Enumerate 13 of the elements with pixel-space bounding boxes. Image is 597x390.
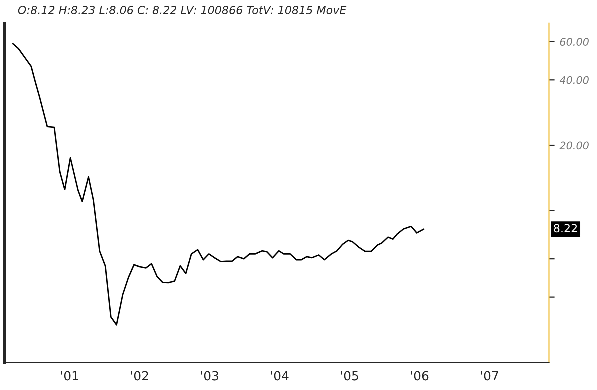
- x-tick-label: '02: [131, 371, 148, 381]
- text: 8.22: [554, 224, 578, 233]
- chart-title: O:8.12 H:8.23 L:8.06 C: 8.22 LV: 100866 TotV: 10815 MovE: [18, 6, 347, 14]
- x-tick-label: '03: [201, 371, 218, 381]
- x-tick-label: '06: [411, 371, 429, 381]
- x-tick-label: '04: [271, 371, 289, 381]
- x-tick-label: '07: [481, 371, 498, 381]
- y-tick-label: 40.00: [560, 76, 589, 84]
- x-tick-label: '01: [61, 371, 78, 381]
- x-tick-label: '05: [341, 371, 358, 381]
- line-series: [12, 43, 425, 326]
- y-tick-label: 20.00: [560, 142, 589, 150]
- y-tick-label: 60.00: [560, 38, 589, 46]
